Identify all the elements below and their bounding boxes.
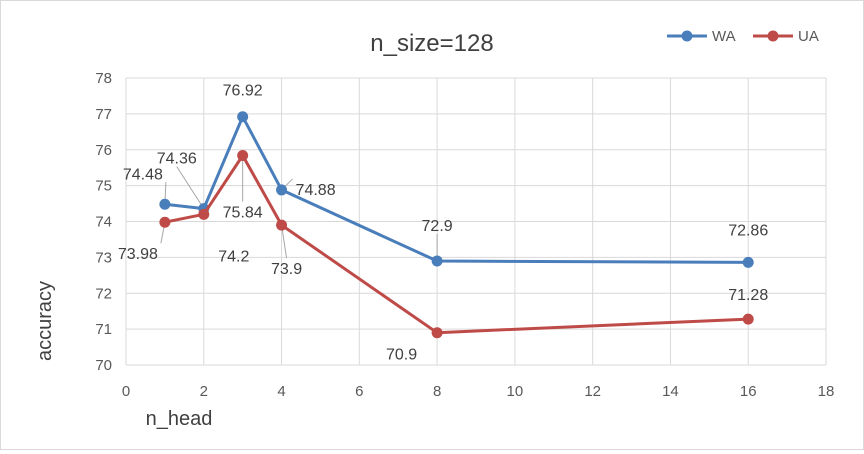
data-label-ua: 74.2 — [218, 248, 249, 265]
data-point-wa — [159, 198, 171, 210]
data-point-wa — [237, 111, 249, 123]
y-tick-label: 70 — [95, 357, 112, 374]
gridlines — [125, 77, 827, 366]
x-tick-label: 18 — [818, 383, 835, 400]
data-point-wa — [276, 184, 288, 196]
legend-label-wa: WA — [712, 28, 736, 45]
data-label-wa: 72.86 — [728, 222, 768, 239]
data-label-wa: 76.92 — [223, 83, 263, 100]
data-label-wa: 74.48 — [123, 166, 163, 183]
legend: WA UA — [667, 28, 819, 45]
data-label-leader — [176, 166, 205, 209]
x-tick-label: 0 — [122, 383, 130, 400]
data-label-ua: 71.28 — [728, 287, 768, 304]
y-tick-label: 73 — [95, 249, 112, 266]
data-label-ua: 73.9 — [271, 261, 302, 278]
y-tick-label: 77 — [95, 106, 112, 123]
y-tick-label: 76 — [95, 142, 112, 159]
x-tick-label: 6 — [355, 383, 363, 400]
x-tick-label: 2 — [200, 383, 208, 400]
chart-title: n_size=128 — [370, 30, 493, 57]
data-point-ua — [742, 313, 754, 325]
data-label-wa: 72.9 — [422, 218, 453, 235]
y-tick-label: 72 — [95, 285, 112, 302]
x-tick-label: 14 — [662, 383, 679, 400]
x-tick-label: 12 — [584, 383, 601, 400]
legend-marker-ua — [767, 30, 779, 42]
legend-marker-wa — [681, 30, 693, 42]
y-tick-label: 74 — [95, 214, 112, 231]
data-point-ua — [159, 216, 171, 228]
series-line-ua — [164, 154, 749, 335]
data-point-ua — [198, 208, 210, 220]
data-label-ua: 75.84 — [223, 204, 263, 221]
data-point-ua — [431, 327, 443, 339]
y-tick-label: 75 — [95, 178, 112, 195]
legend-label-ua: UA — [798, 28, 819, 45]
data-point-ua — [237, 149, 249, 161]
series-lines — [159, 111, 754, 339]
data-label-ua: 73.98 — [118, 246, 158, 263]
x-tick-label: 10 — [507, 383, 524, 400]
data-point-ua — [276, 219, 288, 231]
x-tick-label: 4 — [277, 383, 285, 400]
y-tick-label: 71 — [95, 321, 112, 338]
data-label-wa: 74.36 — [157, 151, 197, 168]
data-point-wa — [431, 255, 443, 267]
data-label-leader — [281, 225, 288, 259]
x-tick-label: 16 — [740, 383, 757, 400]
y-tick-label: 78 — [95, 70, 112, 87]
tick-labels: 70 71 72 73 74 75 76 77 78 0 2 4 6 8 10 12 14 16 18 — [95, 70, 834, 400]
x-tick-label: 8 — [433, 383, 441, 400]
data-point-wa — [742, 256, 754, 268]
series-line-wa — [164, 115, 749, 264]
x-axis-title: n_head — [146, 408, 213, 430]
y-axis-title: accuracy — [34, 281, 56, 361]
data-label-ua: 70.9 — [386, 347, 417, 364]
data-label-wa: 74.88 — [296, 182, 336, 199]
